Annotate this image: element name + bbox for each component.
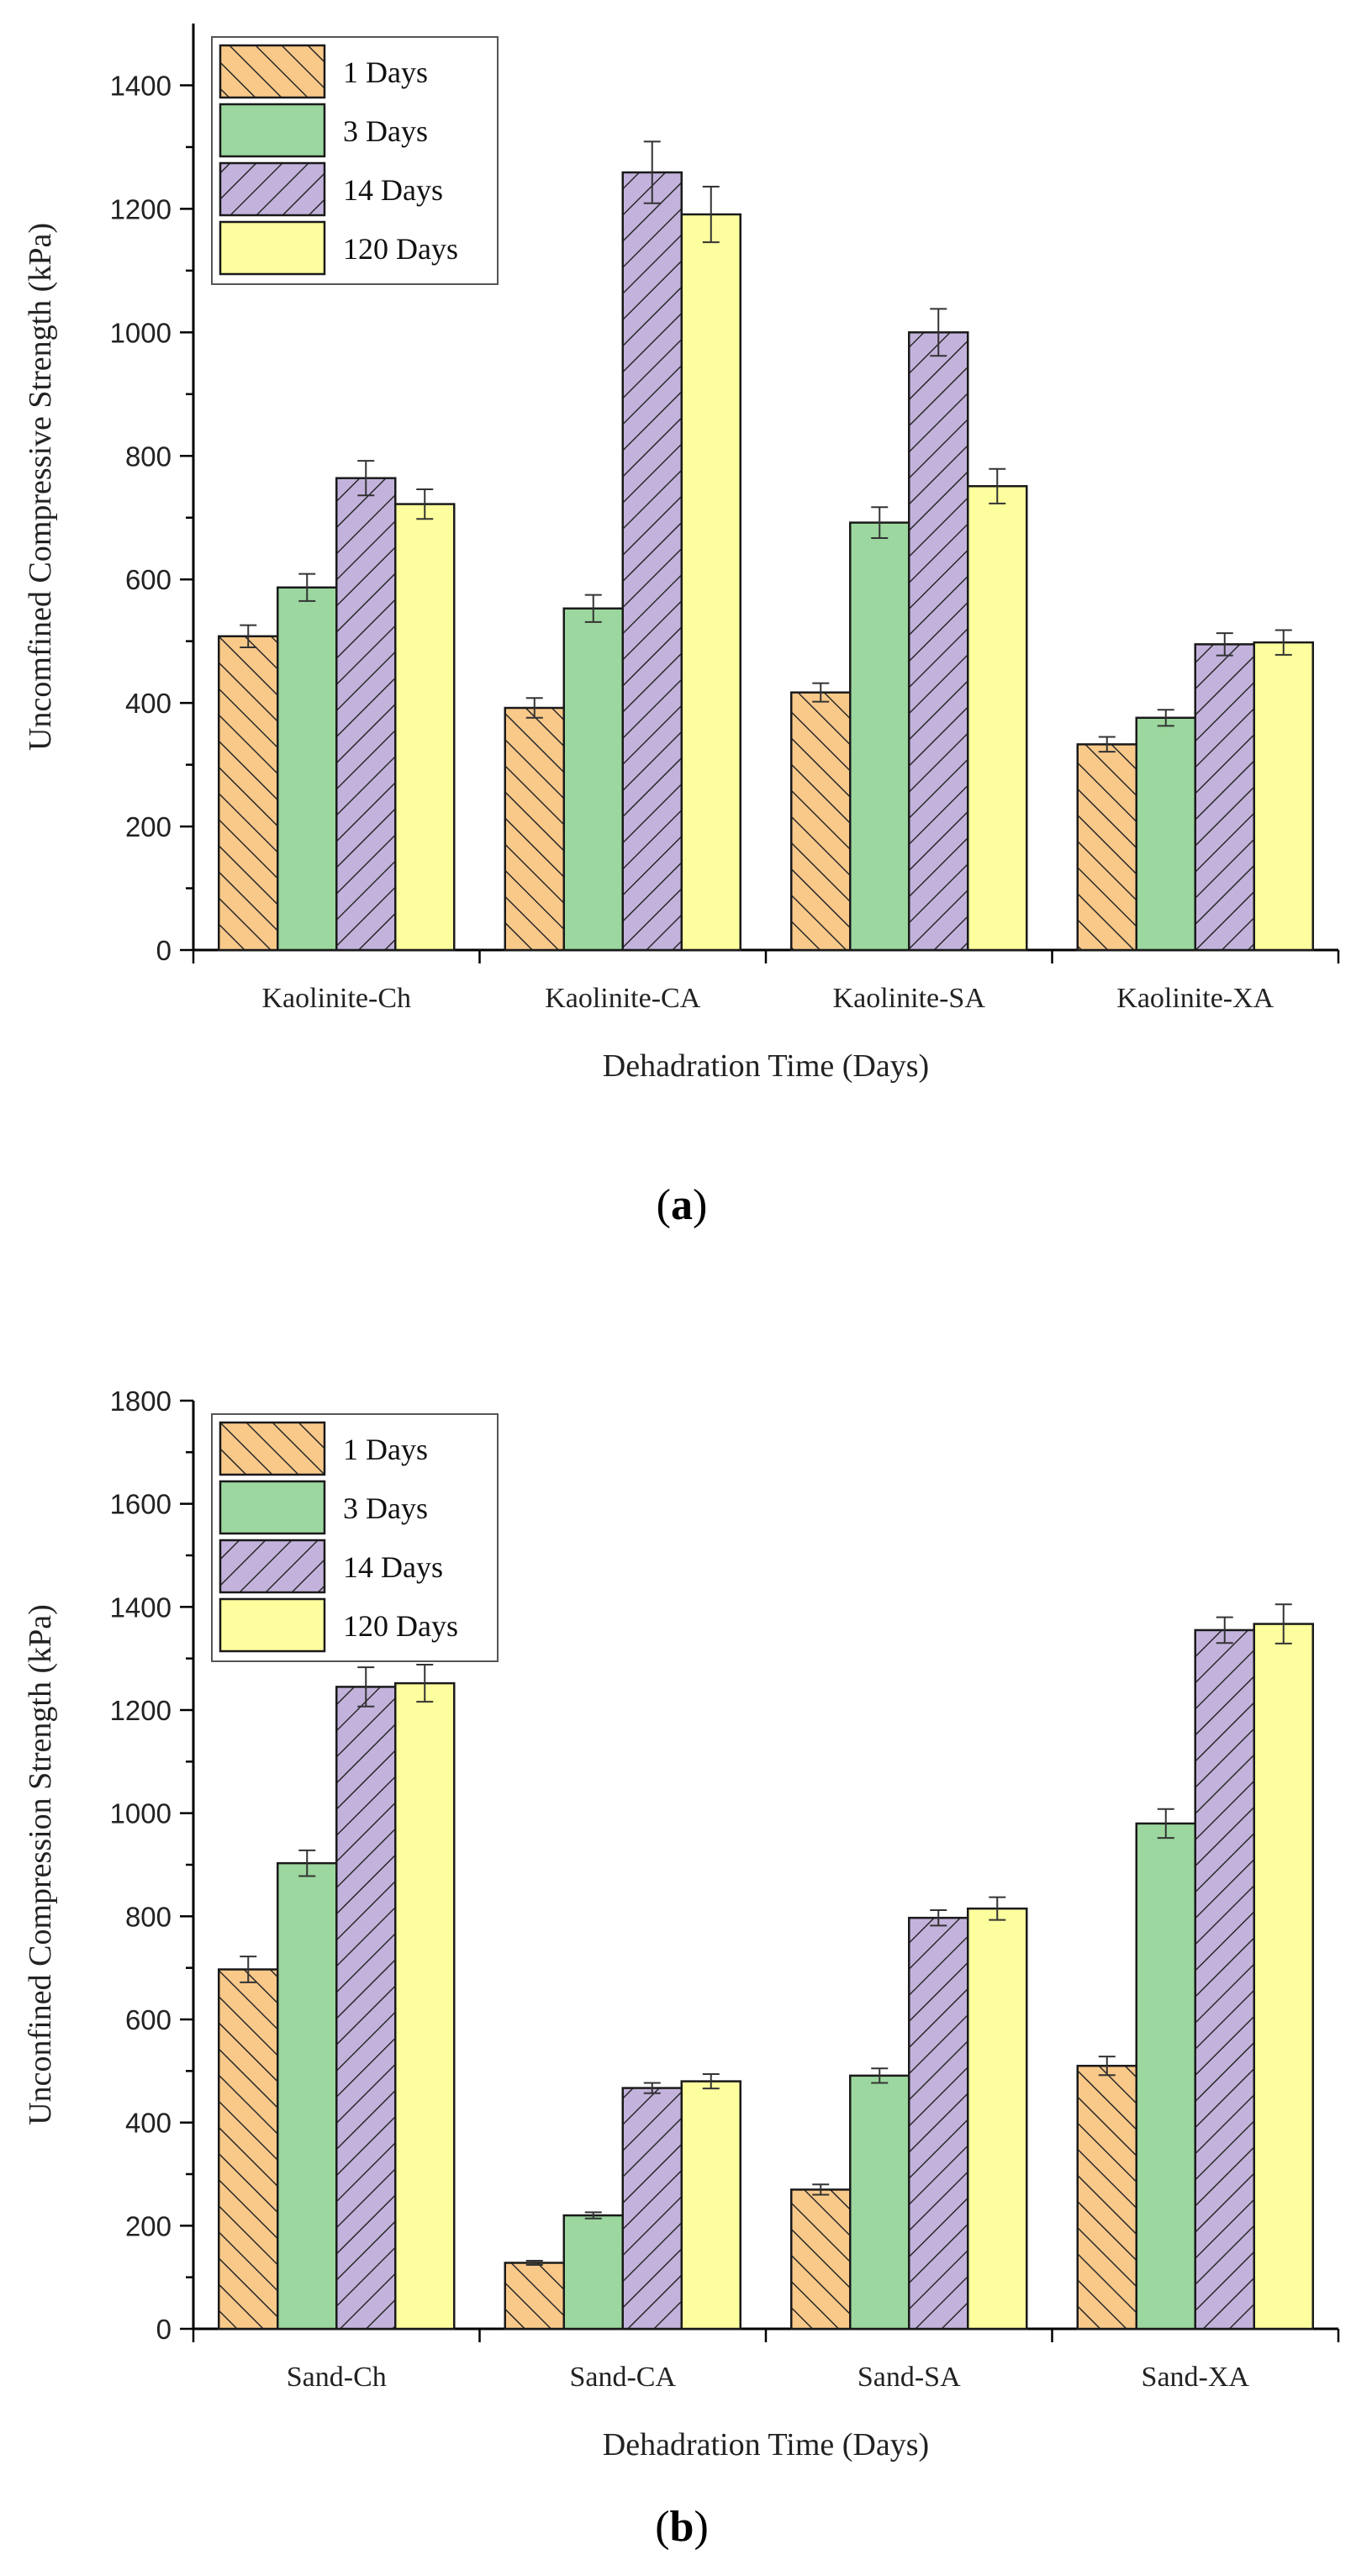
y-tick-label: 400 <box>125 2108 172 2139</box>
legend-label: 14 Days <box>343 1550 443 1584</box>
legend-swatch <box>219 1480 326 1535</box>
x-axis-title: Dehadration Time (Days) <box>603 2427 929 2463</box>
bar-1-days-kaolinite-ca <box>504 706 565 952</box>
legend-label: 1 Days <box>343 1433 428 1466</box>
bar-1-days-kaolinite-ch <box>218 635 279 952</box>
y-tick-label: 600 <box>125 2004 172 2035</box>
bar-1-days-sand-xa <box>1076 2064 1137 2331</box>
y-tick-label: 1000 <box>110 1798 172 1829</box>
bar-120-days-kaolinite-ch <box>394 503 456 952</box>
y-tick-label: 0 <box>156 2314 172 2345</box>
bar-120-days-kaolinite-sa <box>967 485 1028 952</box>
legend-label: 120 Days <box>343 232 458 266</box>
x-tick-label: Sand-XA <box>1142 2362 1250 2393</box>
bar-14-days-sand-sa <box>908 1916 969 2331</box>
x-axis-title: Dehadration Time (Days) <box>603 1048 929 1084</box>
bar-3-days-sand-ca <box>562 2214 624 2331</box>
bar-14-days-sand-ch <box>335 1686 397 2331</box>
bar-120-days-sand-ch <box>394 1681 456 2331</box>
y-tick-label: 200 <box>125 2210 172 2241</box>
y-tick-label: 600 <box>125 564 172 595</box>
legend-swatch <box>219 1421 326 1476</box>
x-tick-label: Kaolinite-SA <box>833 983 986 1014</box>
chart-panel-b: 0 200 400 600 800 1000 1200 1400 1600 1800 Sand-Ch… <box>23 1386 1340 2551</box>
legend-swatch <box>219 161 326 217</box>
bar-3-days-kaolinite-sa <box>849 521 910 952</box>
bar-120-days-sand-sa <box>967 1907 1028 2331</box>
bar-1-days-sand-ch <box>218 1968 279 2331</box>
y-tick-label: 1400 <box>110 70 172 101</box>
y-tick-label: 0 <box>156 935 172 966</box>
y-tick-label: 800 <box>125 1901 172 1932</box>
y-tick-label: 1400 <box>110 1592 172 1623</box>
y-tick-label: 1200 <box>110 1695 172 1726</box>
chart-panel-a: 0 200 400 600 800 1000 1200 1400 Kaolinite-Ch Kao… <box>23 24 1340 1229</box>
legend-label: 3 Days <box>343 1491 428 1525</box>
bar-1-days-kaolinite-sa <box>790 691 852 952</box>
bar-1-days-kaolinite-xa <box>1076 743 1137 952</box>
bar-3-days-kaolinite-ca <box>562 607 624 952</box>
legend-swatch <box>219 44 326 99</box>
bar-14-days-kaolinite-sa <box>908 331 969 952</box>
bar-14-days-kaolinite-ch <box>335 477 397 952</box>
bar-120-days-sand-xa <box>1253 1623 1314 2331</box>
bar-14-days-kaolinite-xa <box>1194 643 1255 952</box>
bar-1-days-sand-ca <box>504 2262 565 2331</box>
bar-120-days-kaolinite-ca <box>680 213 741 952</box>
x-tick-label: Sand-SA <box>858 2362 961 2393</box>
bar-120-days-kaolinite-xa <box>1253 641 1314 952</box>
y-axis-title: Uncomfined Compressive Strength (kPa) <box>23 223 58 751</box>
panel-caption: (b) <box>655 2503 709 2551</box>
y-tick-label: 1000 <box>110 317 172 348</box>
bar-3-days-sand-ch <box>277 1861 338 2331</box>
x-tick-label: Kaolinite-XA <box>1116 983 1274 1014</box>
bar-14-days-sand-ca <box>621 2087 683 2331</box>
panel-caption: (a) <box>657 1181 708 1229</box>
legend-swatch <box>219 1597 326 1653</box>
legend-swatch <box>219 220 326 276</box>
bar-3-days-sand-sa <box>849 2074 910 2331</box>
bar-14-days-sand-xa <box>1194 1628 1255 2331</box>
legend-swatch <box>219 103 326 158</box>
y-tick-label: 1800 <box>110 1386 172 1417</box>
bar-3-days-kaolinite-ch <box>277 586 338 952</box>
x-tick-label: Kaolinite-CA <box>545 983 701 1014</box>
legend-label: 120 Days <box>343 1609 458 1643</box>
bar-1-days-sand-sa <box>790 2188 852 2331</box>
y-tick-label: 400 <box>125 688 172 719</box>
y-tick-label: 200 <box>125 811 172 842</box>
bar-14-days-kaolinite-ca <box>621 171 683 952</box>
bar-3-days-sand-xa <box>1135 1822 1196 2331</box>
bar-120-days-sand-ca <box>680 2080 741 2331</box>
y-tick-label: 800 <box>125 441 172 472</box>
legend-label: 1 Days <box>343 55 428 89</box>
y-tick-label: 1600 <box>110 1489 172 1520</box>
legend-label: 14 Days <box>343 173 443 207</box>
x-tick-label: Sand-CA <box>569 2362 676 2393</box>
legend-label: 3 Days <box>343 114 428 148</box>
x-tick-label: Sand-Ch <box>287 2362 387 2393</box>
legend-swatch <box>219 1539 326 1594</box>
x-tick-label: Kaolinite-Ch <box>261 983 411 1014</box>
y-axis-title: Unconfined Compression Strength (kPa) <box>23 1604 58 2125</box>
y-tick-label: 1200 <box>110 193 172 224</box>
bar-3-days-kaolinite-xa <box>1135 716 1196 952</box>
